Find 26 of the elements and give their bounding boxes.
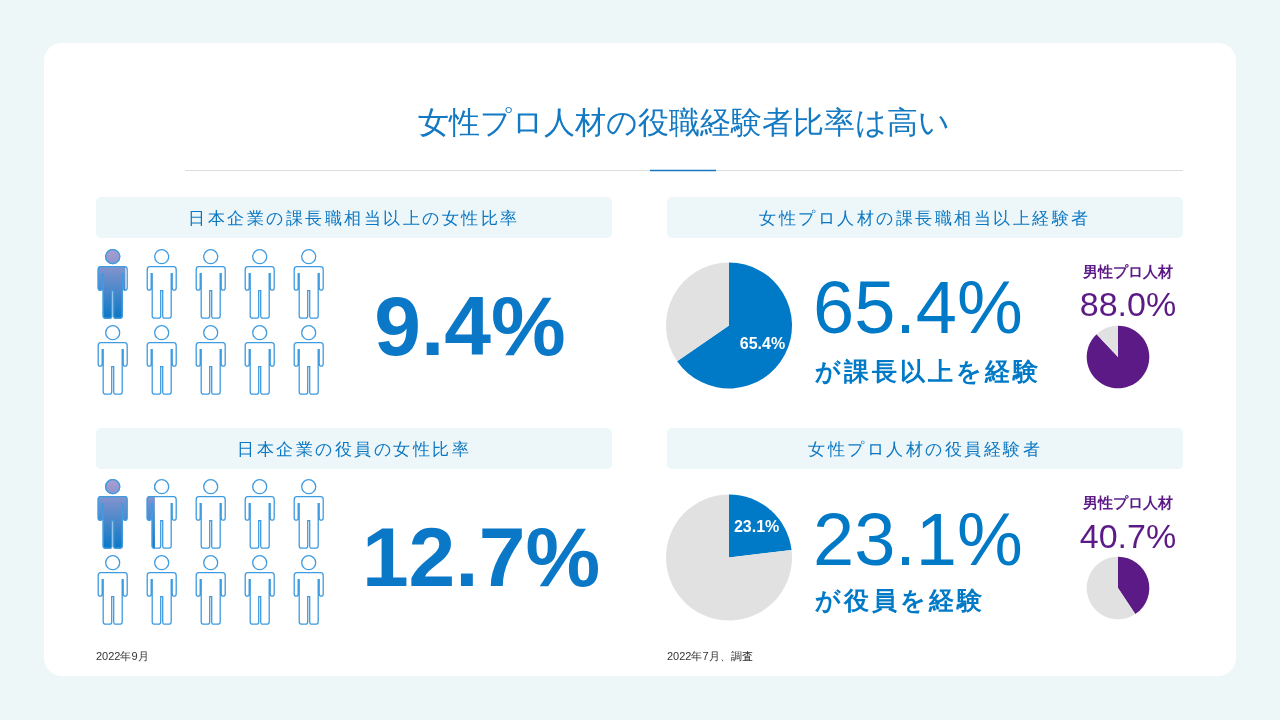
text: 日本企業の役員の女性比率	[237, 440, 471, 459]
text: 2022年7月、調査	[667, 650, 753, 662]
data-label: 12.7%	[361, 510, 601, 604]
text: 女性プロ人材の役員経験者	[808, 440, 1042, 459]
text: 日本企業の課長職相当以上の女性比率	[188, 209, 520, 228]
pie-slice	[666, 262, 729, 362]
text: 女性プロ人材の役職経験者比率は高い	[418, 105, 950, 140]
text: が役員を経験	[815, 586, 985, 614]
pie-slice	[1096, 325, 1118, 357]
data-label: 65.4%	[739, 334, 786, 352]
pie-slice	[666, 494, 792, 621]
text: 女性プロ人材の課長職相当以上経験者	[759, 209, 1091, 228]
data-label: 9.4%	[374, 279, 566, 373]
pie-slice	[1086, 556, 1136, 620]
pie-slice	[1118, 556, 1150, 615]
data-label: 88.0%	[1079, 285, 1177, 323]
text: 65.4%	[813, 266, 1023, 349]
data-label: 23.1%	[733, 518, 780, 536]
text: 23.1%	[813, 498, 1023, 581]
text: が課長以上を経験	[815, 357, 1041, 385]
pie-slice	[677, 262, 792, 389]
pie-slice	[1086, 325, 1150, 389]
chart-title: 男性プロ人材	[1082, 494, 1173, 511]
text: 2022年9月	[96, 650, 149, 662]
data-label: 40.7%	[1079, 517, 1177, 555]
chart-title: 男性プロ人材	[1082, 263, 1173, 280]
